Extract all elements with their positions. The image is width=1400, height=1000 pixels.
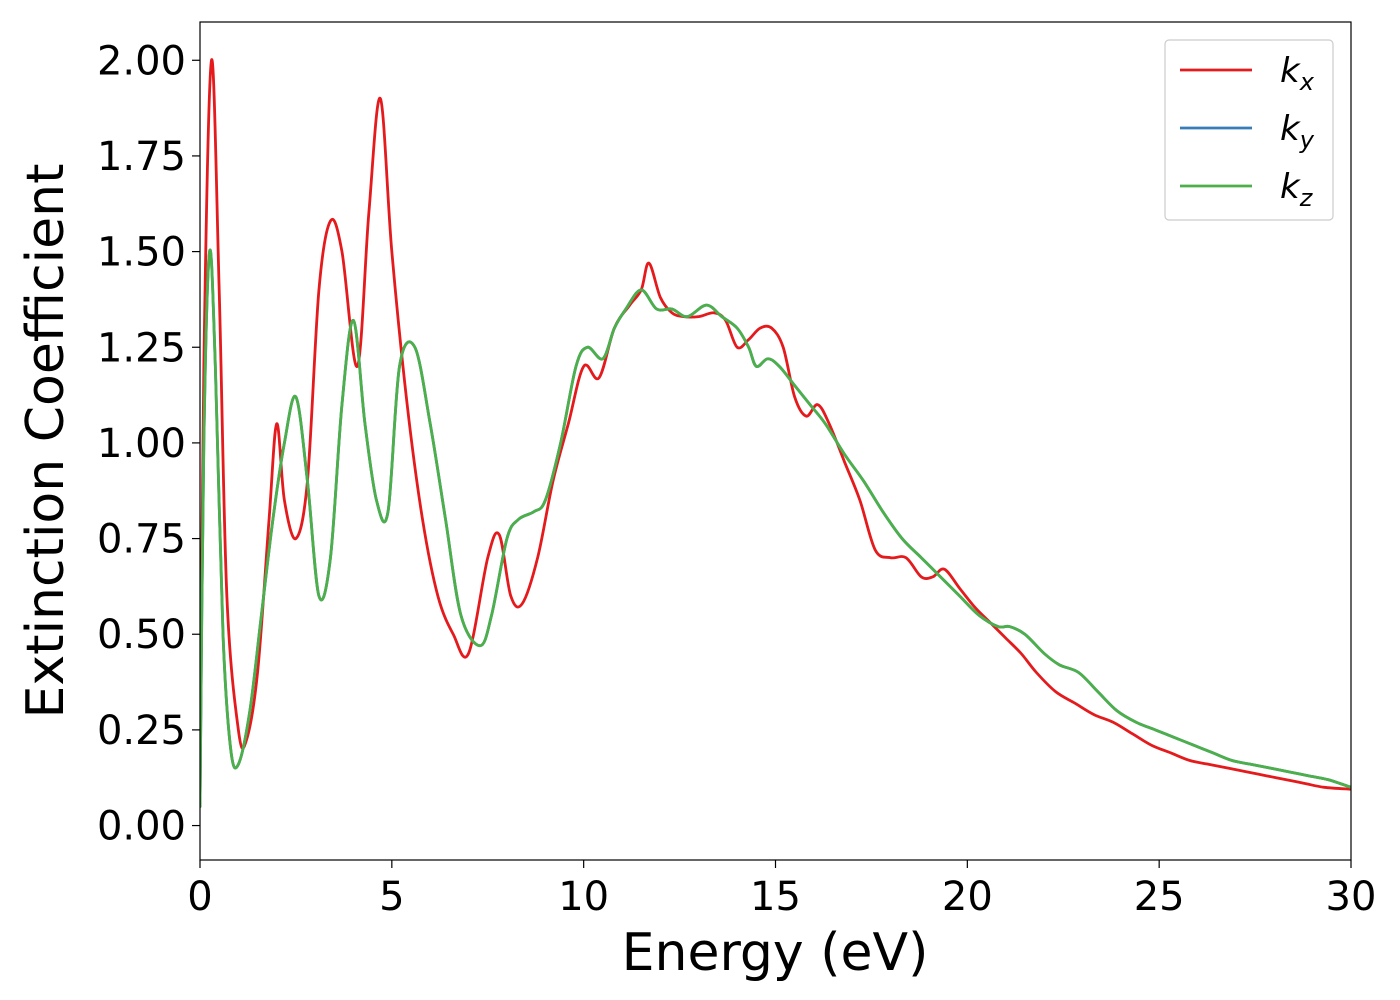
- y-tick-label: 1.25: [97, 325, 186, 371]
- legend-label-x: kx: [1280, 51, 1315, 96]
- x-tick-label: 20: [942, 874, 993, 920]
- legend-label-subscript: x: [1299, 68, 1315, 96]
- x-axis: 0 5 10 15 20 25 30: [187, 860, 1376, 920]
- y-tick-label: 2.00: [97, 38, 186, 84]
- x-tick-label: 30: [1326, 874, 1377, 920]
- legend-label-base: k: [1280, 51, 1301, 91]
- legend-label-base: k: [1280, 167, 1301, 207]
- y-tick-label: 0.75: [97, 517, 186, 563]
- legend-label-subscript: z: [1299, 184, 1314, 212]
- series-line-z: [200, 248, 1351, 808]
- legend-label-base: k: [1280, 109, 1301, 149]
- y-tick-label: 1.50: [97, 230, 186, 276]
- series-line-x: [200, 58, 1351, 808]
- x-tick-label: 25: [1134, 874, 1185, 920]
- legend-label-z: kz: [1280, 167, 1314, 212]
- series-layer: [200, 58, 1351, 808]
- y-tick-label: 1.75: [97, 134, 186, 180]
- legend-box: [1164, 39, 1334, 221]
- x-axis-label: Energy (eV): [622, 923, 929, 983]
- x-tick-label: 0: [187, 874, 212, 920]
- y-tick-label: 1.00: [97, 421, 186, 467]
- x-tick-label: 10: [558, 874, 609, 920]
- y-axis-label: Extinction Coefficient: [16, 164, 76, 719]
- x-tick-label: 5: [379, 874, 404, 920]
- legend-label-subscript: y: [1299, 126, 1315, 154]
- y-axis: 0.00 0.25 0.50 0.75 1.00 1.25 1.50 1.75 2.00: [97, 38, 200, 850]
- y-tick-label: 0.25: [97, 708, 186, 754]
- x-tick-label: 15: [750, 874, 801, 920]
- y-tick-label: 0.00: [97, 804, 186, 850]
- legend-label-y: ky: [1280, 109, 1315, 154]
- y-tick-label: 0.50: [97, 612, 186, 658]
